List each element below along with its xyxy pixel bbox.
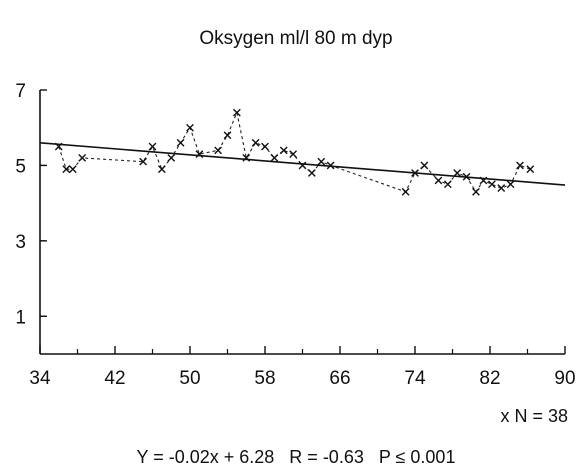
y-tick-label: 5 [15,156,26,177]
x-tick-label: 82 [479,368,500,389]
data-point [516,161,524,170]
regression-equation: Y = -0.02x + 6.28 R = -0.63 P ≤ 0.001 [137,447,456,467]
data-point [434,176,443,185]
data-point [506,180,515,189]
y-tick-label: 3 [15,232,26,253]
data-point [298,161,307,170]
data-point [62,165,71,174]
data-point [420,161,429,170]
x-tick-label: 50 [179,368,200,389]
x-tick-label: 66 [329,368,350,389]
data-point [443,180,452,189]
data-point [78,153,87,162]
data-point [411,169,419,177]
data-point [401,187,410,196]
data-point [462,172,471,181]
data-point [487,180,496,189]
data-point [326,161,335,170]
y-tick-label: 7 [15,81,26,102]
data-point [148,142,157,151]
y-ticks: 1 3 5 7 [15,81,47,328]
data-point [186,123,194,132]
data-point [139,157,148,166]
data-point [167,153,176,162]
data-point [157,165,166,174]
n-label: x N = 38 [500,406,568,426]
chart-title: Oksygen ml/l 80 m dyp [199,28,392,49]
x-ticks: 34 42 50 58 66 74 82 90 [29,346,576,389]
y-tick-label: 1 [15,307,26,328]
data-point [214,146,223,155]
data-point [317,157,326,166]
data-point [526,165,535,174]
data-series [54,108,535,196]
data-point [54,142,63,151]
data-point [232,108,241,117]
data-point [223,131,232,140]
data-point [242,153,251,162]
data-point [307,169,316,177]
data-point [472,187,480,196]
data-point [479,176,488,185]
data-point [261,142,269,151]
data-point [497,184,506,192]
data-point [251,138,260,147]
x-tick-label: 42 [104,368,125,389]
data-point [453,169,462,177]
x-tick-label: 34 [29,368,51,389]
data-point [270,153,279,162]
x-tick-label: 74 [404,368,426,389]
trend-line-group [39,142,566,186]
x-tick-label: 58 [254,368,275,389]
data-point [176,138,185,147]
data-point [68,165,77,174]
data-point [289,150,298,159]
data-point [279,146,288,155]
data-point [195,150,204,159]
x-tick-label: 90 [554,368,575,389]
trend-line [39,142,566,186]
